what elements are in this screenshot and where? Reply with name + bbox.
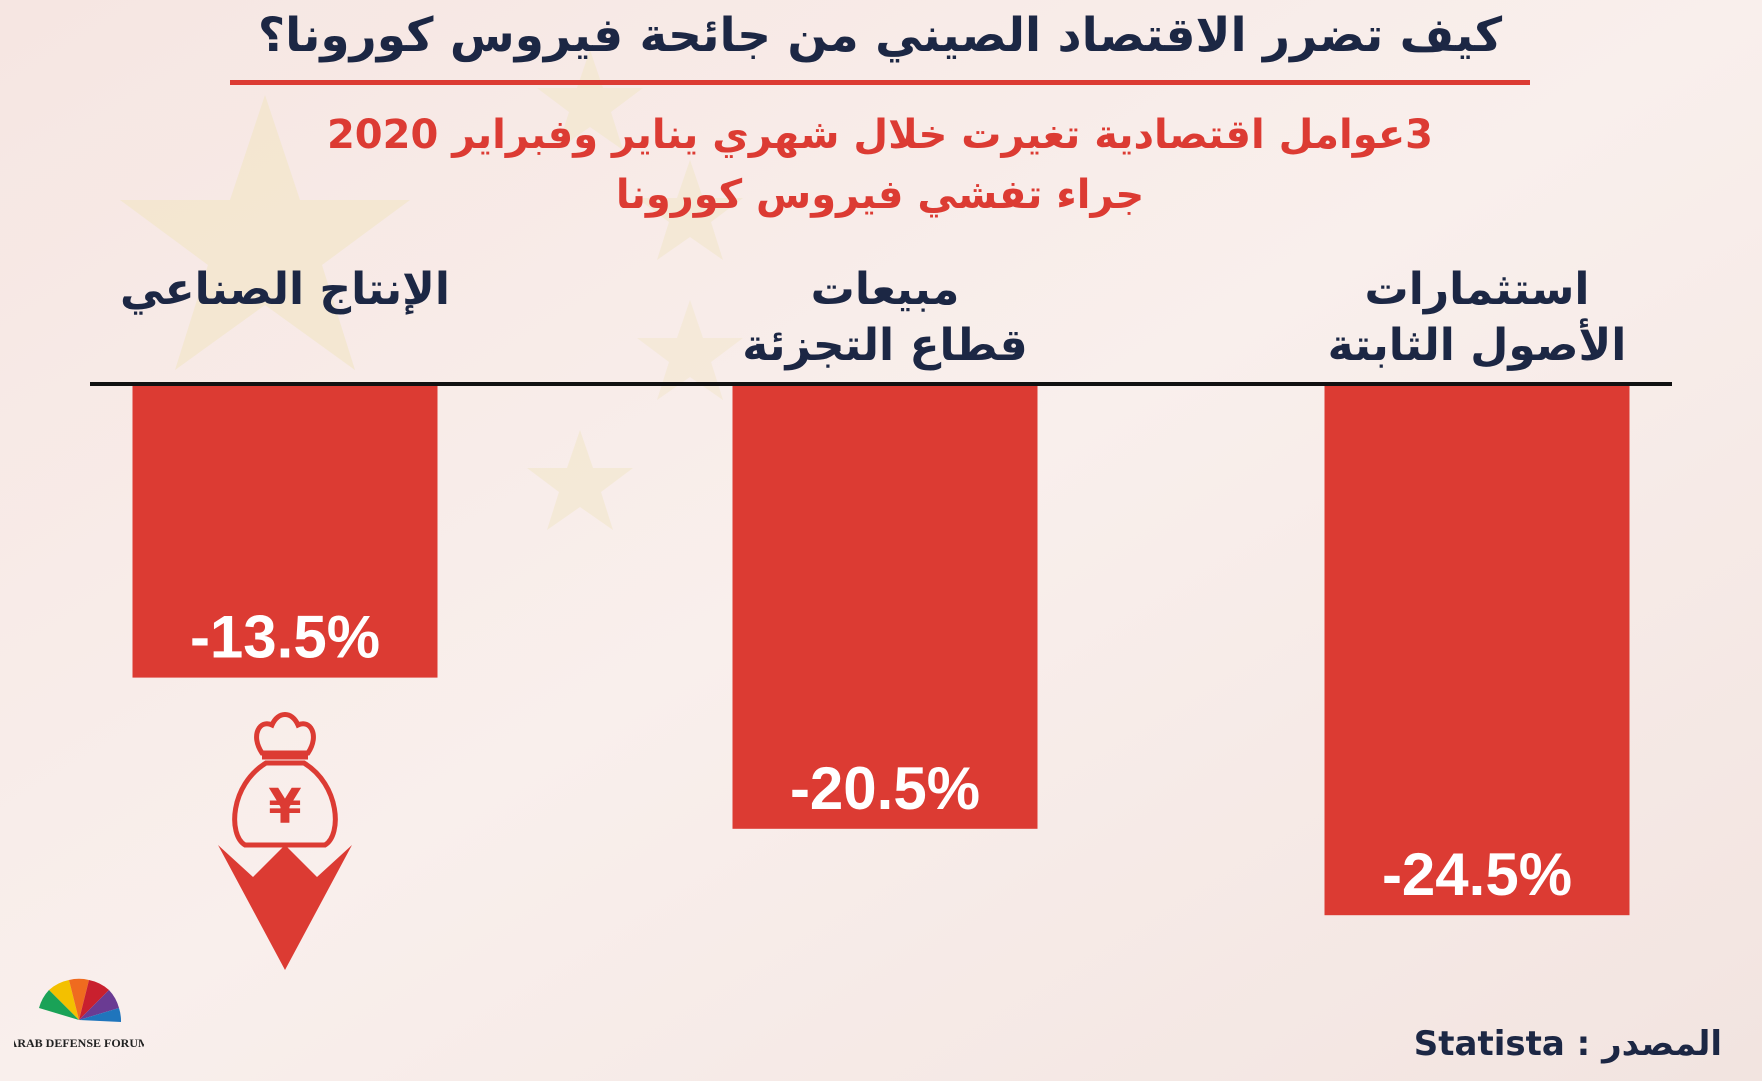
- source-label: المصدر : Statista: [1413, 1024, 1722, 1064]
- category-label-fixed-asset-investment: استثمارات الأصول الثابتة: [1282, 262, 1672, 374]
- yuan-money-bag-icon: ¥: [218, 712, 352, 970]
- bar-fixed-asset-investment: [1324, 386, 1630, 916]
- category-label-line2: الأصول الثابتة: [1327, 320, 1627, 371]
- category-label-retail-sales: مبيعات قطاع التجزئة: [690, 262, 1080, 374]
- subtitle-line-2: جراء تفشي فيروس كورونا: [615, 172, 1145, 218]
- category-label-industrial-production: الإنتاج الصناعي: [90, 262, 480, 318]
- category-label-line1: مبيعات: [810, 264, 960, 315]
- cnbc-logo: ARAB DEFENSE FORUM: [14, 978, 144, 1050]
- value-label-fixed-asset-investment: -24.5%: [1382, 841, 1572, 908]
- category-label-line1: استثمارات: [1364, 264, 1590, 315]
- chart-title: كيف تضرر الاقتصاد الصيني من جائحة فيروس …: [257, 8, 1503, 63]
- logo-text: ARAB DEFENSE FORUM: [14, 1036, 144, 1050]
- svg-text:¥: ¥: [268, 779, 301, 835]
- value-label-industrial-production: -13.5%: [190, 604, 380, 671]
- chart-baseline: [90, 382, 1672, 386]
- category-label-line2: الإنتاج الصناعي: [120, 264, 450, 315]
- bar-retail-sales: [732, 386, 1038, 829]
- category-label-line2: قطاع التجزئة: [742, 320, 1028, 371]
- title-underline: [230, 80, 1530, 85]
- value-label-retail-sales: -20.5%: [790, 755, 980, 822]
- bar-industrial-production: [132, 386, 438, 678]
- subtitle-line-1: 3عوامل اقتصادية تغيرت خلال شهري يناير وف…: [326, 112, 1434, 158]
- down-arrow-icon: [218, 845, 352, 970]
